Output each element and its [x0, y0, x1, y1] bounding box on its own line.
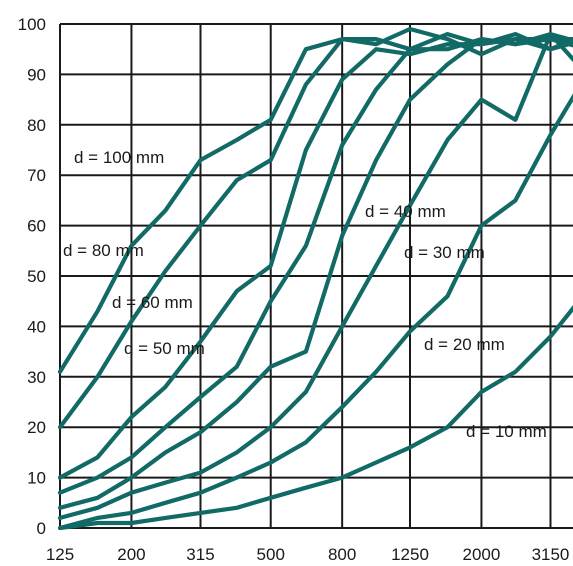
y-tick-label: 70 [27, 166, 46, 185]
tick-labels: 0 10 20 30 40 50 60 70 80 90 100 125 200 315 500 800 125… [18, 15, 570, 564]
y-tick-label: 30 [27, 368, 46, 387]
x-tick-label: 800 [328, 545, 356, 564]
series-lines [57, 26, 573, 531]
y-tick-label: 10 [27, 469, 46, 488]
series-label-5: d = 40 mm [365, 202, 446, 221]
series-label-4: d = 50 mm [124, 339, 205, 358]
series-line-3 [57, 31, 573, 480]
x-tick-label: 500 [257, 545, 285, 564]
y-tick-label: 80 [27, 116, 46, 135]
x-tick-label: 315 [186, 545, 214, 564]
series-label-7: d = 20 mm [424, 335, 505, 354]
y-tick-label: 40 [27, 317, 46, 336]
series-line-7 [57, 93, 573, 531]
series-line-2 [57, 31, 573, 430]
x-tick-label: 2000 [463, 545, 501, 564]
y-tick-label: 20 [27, 418, 46, 437]
series-line-6 [57, 31, 573, 521]
series-label-2: d = 80 mm [63, 241, 144, 260]
series-label-8: d = 10 mm [466, 422, 547, 441]
x-tick-label: 200 [117, 545, 145, 564]
y-tick-label: 60 [27, 217, 46, 236]
x-tick-label: 125 [46, 545, 74, 564]
y-tick-label: 100 [18, 15, 46, 34]
series-line-1 [57, 26, 573, 374]
series-line-5 [57, 36, 573, 510]
y-tick-label: 50 [27, 267, 46, 286]
series-label-3: d = 60 mm [112, 293, 193, 312]
y-tick-label: 0 [37, 519, 46, 538]
series-label-1: d = 100 mm [74, 148, 164, 167]
x-tick-label: 3150 [532, 545, 570, 564]
series-labels: d = 100 mm d = 80 mm d = 60 mm d = 50 mm d =… [63, 148, 547, 441]
y-tick-label: 90 [27, 65, 46, 84]
grid [59, 23, 573, 529]
x-tick-label: 1250 [391, 545, 429, 564]
series-label-6: d = 30 mm [404, 243, 485, 262]
series-line-8 [57, 304, 573, 531]
